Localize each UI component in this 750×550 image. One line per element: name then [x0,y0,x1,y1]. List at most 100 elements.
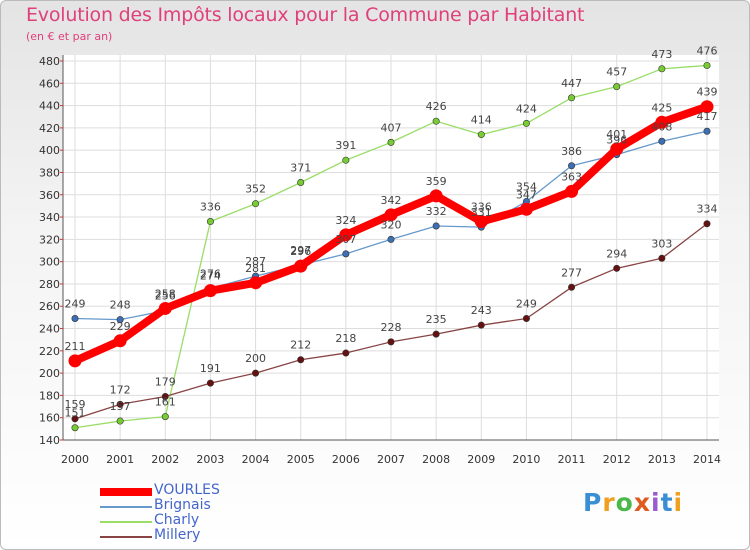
data-label-brignais: 320 [381,218,402,231]
x-tick-label: 2011 [558,453,586,466]
x-tick-label: 2001 [106,453,134,466]
logo-letter: t [660,488,674,517]
y-tick-label: 300 [39,256,60,269]
data-label-charly: 157 [110,400,131,413]
data-point-millery [297,356,305,364]
data-label-charly: 391 [335,139,356,152]
data-label-charly: 476 [697,44,718,57]
y-tick-label: 340 [39,211,60,224]
data-label-brignais: 396 [606,134,627,147]
data-point-charly [658,65,666,73]
data-point-vourles [565,184,579,198]
x-tick-label: 2008 [422,453,450,466]
legend-swatch-vourles [100,488,152,496]
data-label-vourles: 439 [697,86,718,99]
x-tick-label: 2014 [693,453,721,466]
logo-letter: i [673,488,684,517]
data-point-brignais [432,222,440,230]
data-label-vourles: 211 [65,340,86,353]
data-label-brignais: 307 [335,233,356,246]
data-label-charly: 447 [561,77,582,90]
data-point-vourles [610,142,624,156]
data-label-vourles: 324 [335,214,356,227]
data-label-brignais: 287 [245,255,266,268]
y-tick-label: 200 [39,367,60,380]
data-label-vourles: 258 [155,287,176,300]
data-point-vourles [700,100,714,114]
logo-letter: r [602,488,616,517]
data-label-charly: 151 [65,407,86,420]
data-point-millery [522,314,530,322]
data-point-vourles [294,259,308,273]
y-tick-label: 280 [39,278,60,291]
y-tick-label: 320 [39,233,60,246]
data-label-brignais: 256 [155,290,176,303]
data-point-brignais [71,314,79,322]
data-point-vourles [429,189,443,203]
data-label-vourles: 336 [471,201,492,214]
data-point-millery [206,379,214,387]
data-label-brignais: 276 [200,267,221,280]
x-tick-label: 2002 [151,453,179,466]
logo-letter: x [633,488,651,517]
data-point-charly [252,200,260,208]
data-label-vourles: 425 [651,101,672,114]
data-label-millery: 334 [697,203,718,216]
data-point-charly [703,61,711,69]
y-tick-label: 480 [39,55,60,68]
data-label-vourles: 281 [245,262,266,275]
data-point-charly [432,117,440,125]
y-tick-label: 380 [39,166,60,179]
data-label-vourles: 342 [381,194,402,207]
data-point-millery [658,254,666,262]
data-point-millery [161,393,169,401]
data-point-vourles [158,301,172,315]
data-label-charly: 371 [290,162,311,175]
data-label-vourles: 401 [606,128,627,141]
data-label-millery: 277 [561,266,582,279]
data-point-millery [387,338,395,346]
legend-swatch-charly [100,521,152,523]
data-label-millery: 243 [471,304,492,317]
x-tick-label: 2013 [648,453,676,466]
y-tick-label: 260 [39,300,60,313]
data-label-brignais: 248 [110,299,131,312]
y-tick-label: 460 [39,77,60,90]
y-tick-label: 180 [39,389,60,402]
data-point-millery [703,220,711,228]
data-label-millery: 179 [155,376,176,389]
data-label-millery: 249 [516,297,537,310]
legend-label-charly: Charly [154,512,200,528]
x-tick-label: 2006 [332,453,360,466]
data-label-brignais: 249 [65,297,86,310]
data-point-millery [432,330,440,338]
data-point-charly [568,94,576,102]
data-label-charly: 426 [426,100,447,113]
data-point-vourles [203,284,217,298]
legend-label-vourles: VOURLES [154,482,220,498]
data-label-vourles: 363 [561,170,582,183]
logo-letter: P [583,488,603,517]
data-point-vourles [474,215,488,229]
data-point-charly [522,119,530,127]
data-label-charly: 424 [516,102,537,115]
data-point-millery [477,321,485,329]
data-point-millery [613,264,621,272]
data-label-vourles: 296 [290,245,311,258]
logo-letter: o [615,488,634,517]
data-point-charly [297,179,305,187]
data-label-millery: 294 [606,247,627,260]
data-label-charly: 457 [606,66,627,79]
chart-subtitle: (en € et par an) [26,30,113,43]
data-label-charly: 352 [245,183,266,196]
data-label-millery: 228 [381,321,402,334]
data-point-vourles [68,354,82,368]
data-label-millery: 200 [245,352,266,365]
data-point-brignais [568,162,576,170]
data-point-brignais [658,137,666,145]
data-label-brignais: 354 [516,180,537,193]
data-point-charly [161,413,169,421]
data-label-millery: 212 [290,339,311,352]
data-point-millery [71,415,79,423]
